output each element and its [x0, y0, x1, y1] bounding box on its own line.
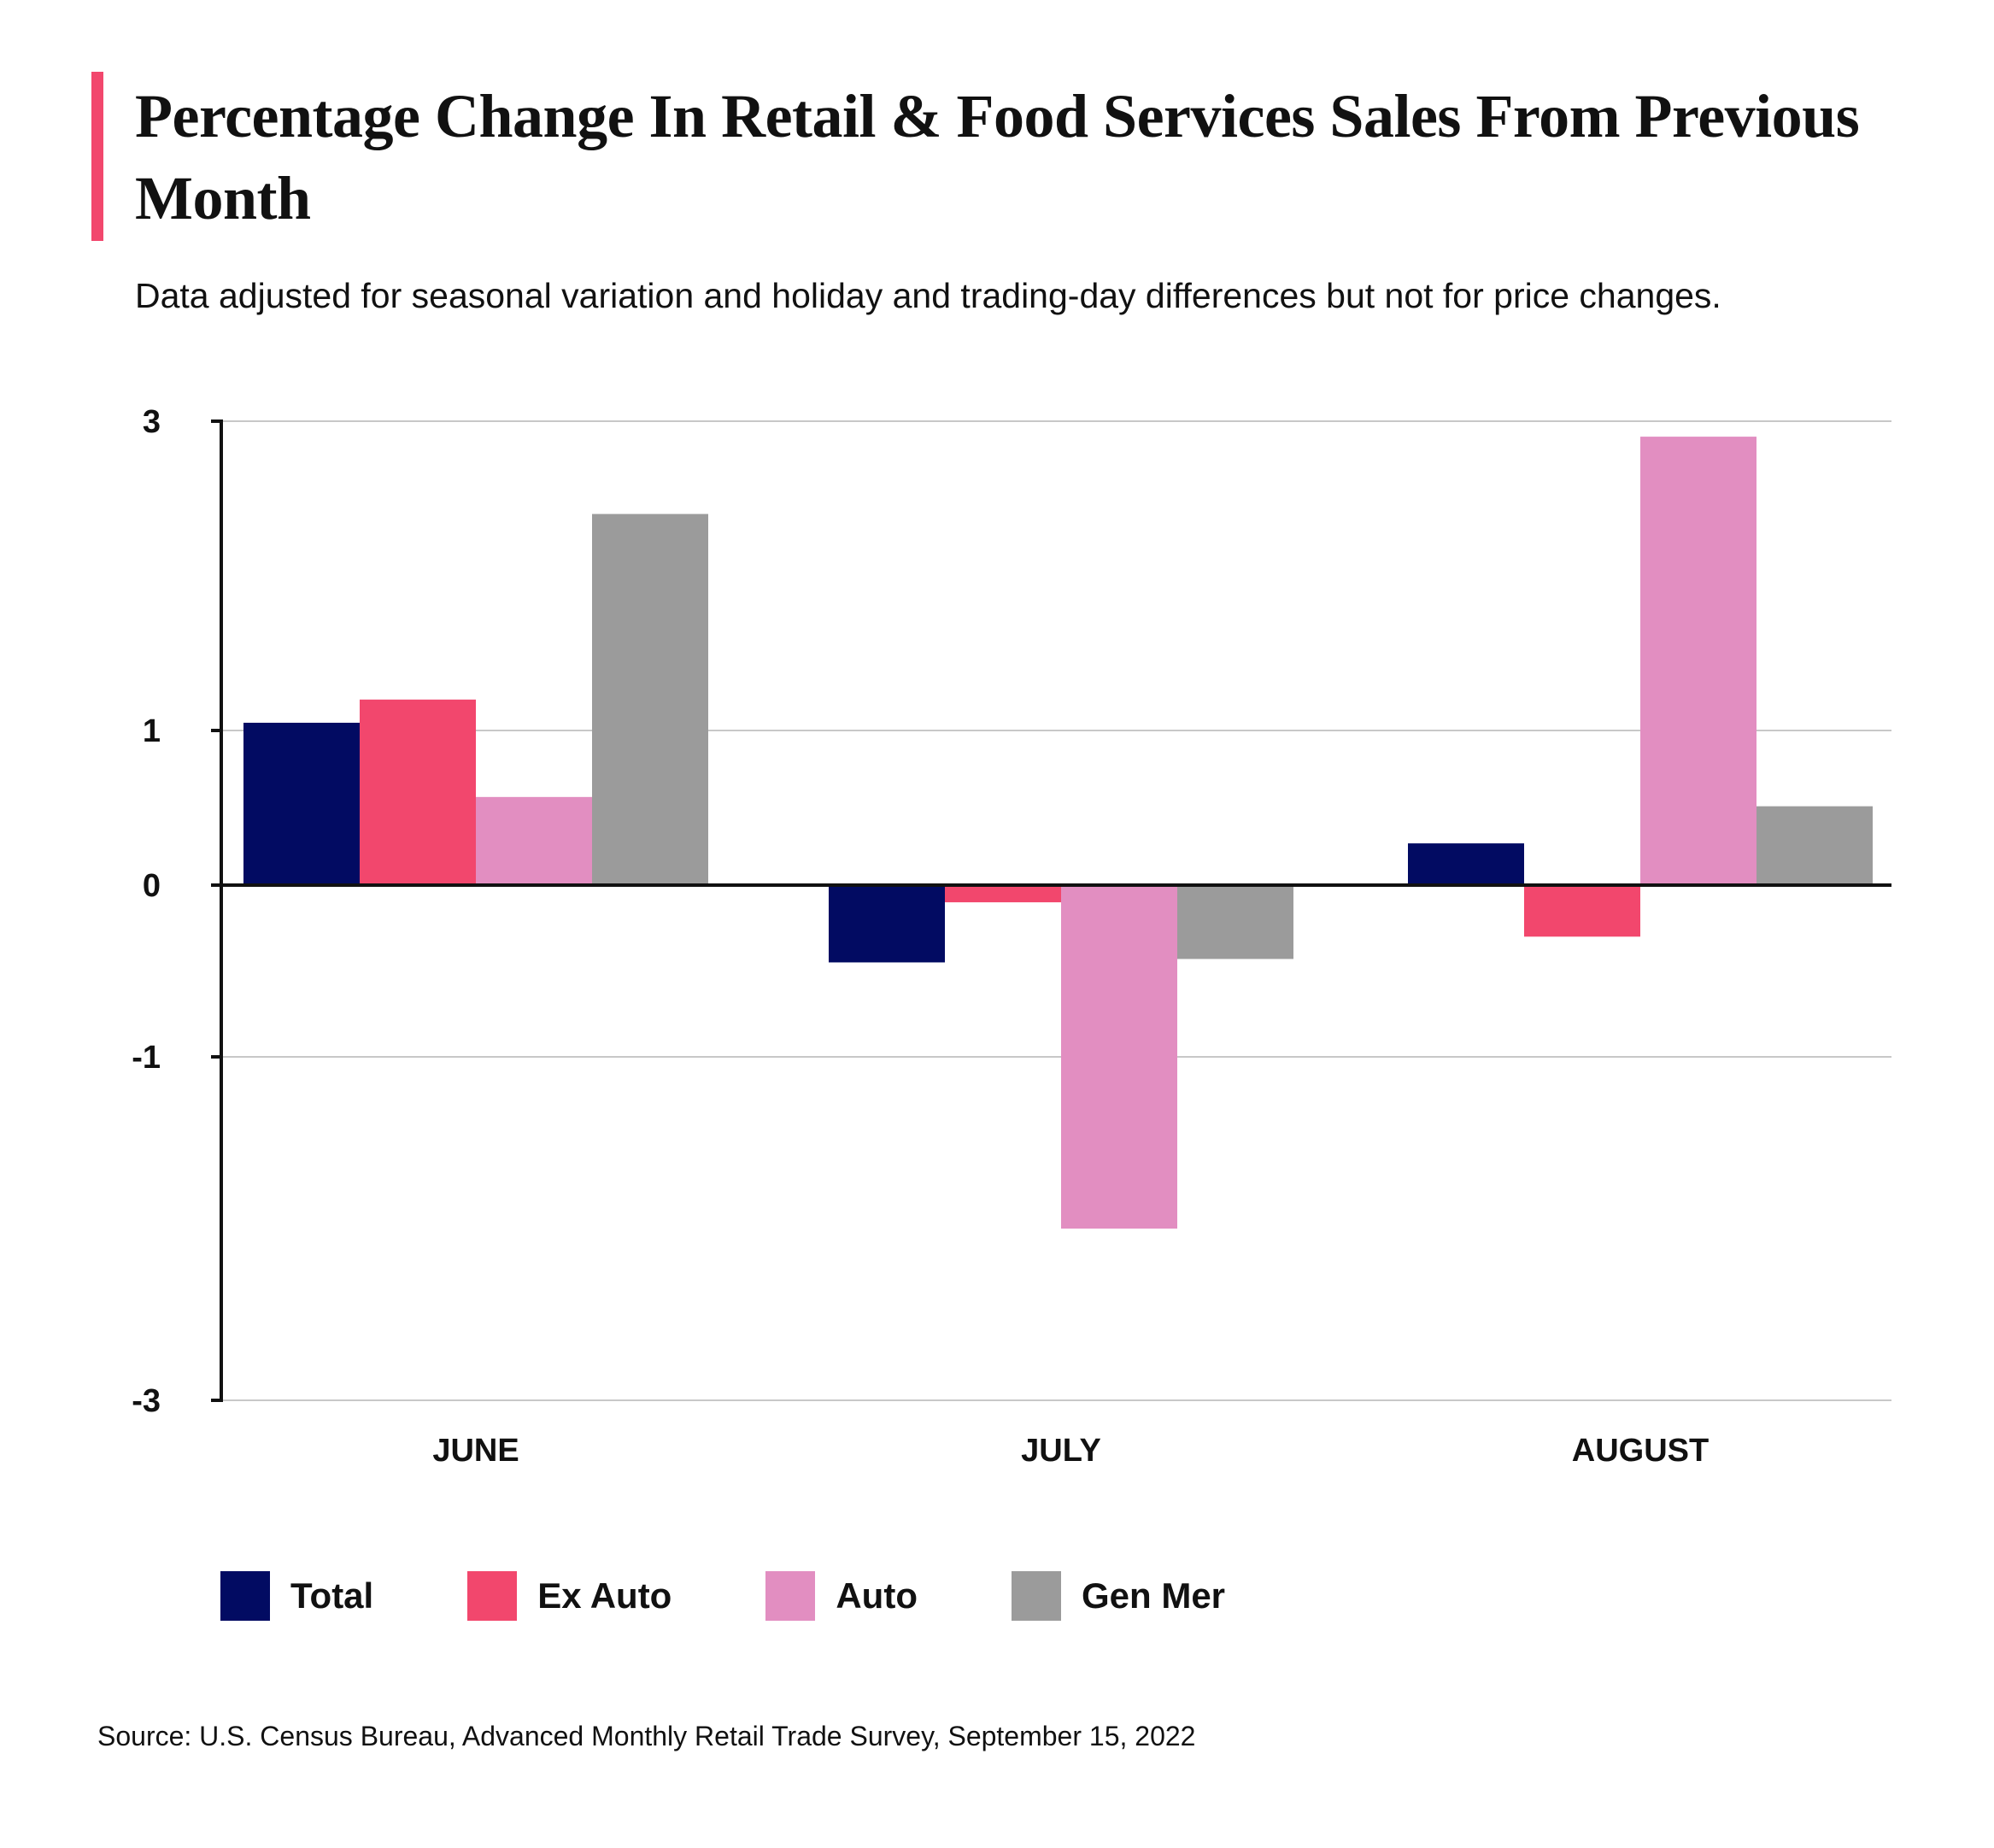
- legend-label: Gen Mer: [1081, 1575, 1226, 1616]
- y-tick-label: 1: [143, 713, 161, 749]
- bar-total: [1408, 843, 1524, 885]
- legend-item: Total: [220, 1571, 373, 1621]
- bar-auto: [476, 796, 592, 885]
- legend-label: Total: [290, 1575, 374, 1616]
- title-accent-bar: [91, 72, 103, 241]
- bar-auto: [1640, 437, 1756, 886]
- legend-label: Ex Auto: [537, 1575, 672, 1616]
- bar-gen-mer: [1756, 806, 1873, 885]
- y-tick-label: 3: [143, 404, 161, 440]
- y-tick-label: 0: [143, 868, 161, 904]
- bar-total: [829, 885, 945, 963]
- legend-swatch: [467, 1571, 518, 1621]
- x-category-label: JULY: [1021, 1433, 1101, 1469]
- legend-swatch: [1011, 1571, 1061, 1621]
- chart-title: Percentage Change In Retail & Food Servi…: [135, 82, 1860, 232]
- bar-ex-auto: [945, 885, 1061, 903]
- bar-chart: 3 1 0 -1 -3 JUNE JULY AUGUST: [132, 404, 1891, 1469]
- legend-swatch: [765, 1571, 816, 1621]
- bar-gen-mer: [592, 513, 708, 885]
- chart-subtitle: Data adjusted for seasonal variation and…: [135, 276, 1721, 315]
- bar-gen-mer: [1177, 885, 1293, 959]
- y-tick-label: -3: [132, 1383, 161, 1419]
- bar-auto: [1061, 885, 1177, 1229]
- legend-item: Gen Mer: [1011, 1571, 1226, 1621]
- x-category-label: JUNE: [432, 1433, 519, 1469]
- bar-total: [243, 722, 360, 885]
- y-tick-label: -1: [132, 1040, 161, 1076]
- legend-item: Auto: [765, 1571, 918, 1621]
- source-note: Source: U.S. Census Bureau, Advanced Mon…: [97, 1721, 1196, 1751]
- chart-legend: Total Ex Auto Auto Gen Mer: [220, 1569, 1319, 1623]
- legend-label: Auto: [836, 1575, 918, 1616]
- legend-swatch: [220, 1571, 270, 1621]
- x-category-label: AUGUST: [1572, 1433, 1709, 1469]
- legend-item: Ex Auto: [467, 1571, 672, 1621]
- bar-ex-auto: [1524, 885, 1640, 937]
- bar-ex-auto: [360, 699, 476, 885]
